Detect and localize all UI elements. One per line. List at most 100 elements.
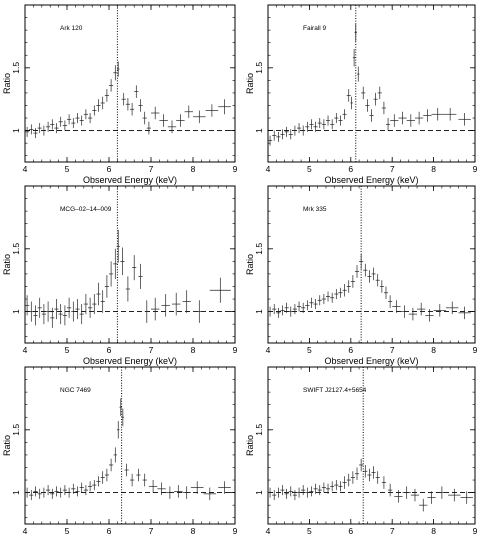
data-point <box>75 486 80 497</box>
data-point <box>292 490 297 501</box>
data-point <box>132 255 137 281</box>
data-point <box>325 483 331 494</box>
data-point <box>134 85 139 98</box>
data-point <box>365 99 370 112</box>
data-point <box>400 305 409 318</box>
data-point <box>321 294 326 305</box>
x-tick-label: 5 <box>307 345 312 355</box>
data-point <box>50 119 55 130</box>
data-point <box>96 476 101 487</box>
x-tick-label: 6 <box>107 526 112 536</box>
data-point <box>346 89 351 102</box>
object-label: NGC 7469 <box>60 387 91 394</box>
data-point <box>37 297 42 318</box>
data-point <box>359 458 364 472</box>
x-tick-label: 4 <box>23 526 28 536</box>
data-point <box>130 473 135 487</box>
x-tick-label: 9 <box>473 526 478 536</box>
data-point <box>425 309 434 322</box>
data-point <box>218 481 231 494</box>
data-point <box>124 463 129 477</box>
data-point <box>375 471 380 484</box>
data-point <box>46 121 51 132</box>
x-tick-label: 7 <box>149 164 154 174</box>
data-point <box>317 485 322 496</box>
panel-4: 4 5 6 7 8 9 1 1.5 Mrk 335 Observed Energy (keV) Ra… <box>245 185 478 366</box>
data-point <box>62 305 67 326</box>
data-point <box>288 486 293 497</box>
data-point <box>136 468 141 482</box>
data-point <box>182 290 191 313</box>
data-point <box>58 116 63 127</box>
data-point <box>313 299 318 310</box>
data-point <box>190 481 204 494</box>
data-point <box>371 466 376 479</box>
data-point <box>354 265 360 278</box>
data-point <box>272 490 277 501</box>
data-point <box>280 305 285 316</box>
y-axis-title: Ratio <box>245 254 255 275</box>
data-point <box>431 107 444 121</box>
x-tick-label: 8 <box>431 164 436 174</box>
data-point <box>313 121 318 132</box>
x-axis-title: Observed Energy (keV) <box>83 356 177 366</box>
x-tick-label: 8 <box>431 345 436 355</box>
data-point <box>83 485 88 496</box>
data-point <box>460 491 473 504</box>
data-point <box>385 118 391 131</box>
panel-1: 4 5 6 7 8 9 1 1.5 Ark 120 Observed Energy (keV) Ra… <box>2 4 238 185</box>
data-point <box>309 119 314 130</box>
data-point <box>29 124 34 135</box>
data-point <box>83 109 88 120</box>
data-point <box>354 23 358 42</box>
data-point <box>104 468 109 482</box>
data-point <box>116 421 120 439</box>
object-label: MCG–02–14–009 <box>60 206 112 213</box>
data-point <box>458 113 471 126</box>
y-tick-label: 1 <box>254 490 264 495</box>
data-point <box>398 111 407 125</box>
data-point <box>388 483 393 497</box>
data-point <box>292 304 297 315</box>
data-point <box>280 129 285 140</box>
y-tick-label: 1.5 <box>254 62 264 74</box>
data-point <box>25 487 30 498</box>
data-point <box>159 114 168 127</box>
data-point <box>377 86 382 100</box>
data-point <box>433 304 447 317</box>
plot-frame <box>267 366 476 525</box>
data-point <box>288 129 293 140</box>
data-point <box>58 304 63 325</box>
y-tick-label: 1 <box>11 128 21 133</box>
x-tick-label: 5 <box>65 526 70 536</box>
data-point <box>381 476 386 489</box>
x-axis-title: Observed Energy (keV) <box>324 356 418 366</box>
x-tick-label: 7 <box>390 345 395 355</box>
data-point <box>104 89 109 102</box>
y-axis-title: Ratio <box>245 435 255 456</box>
data-point <box>305 300 310 311</box>
data-point <box>379 280 384 293</box>
data-point <box>41 125 46 136</box>
x-tick-label: 9 <box>473 345 478 355</box>
data-point <box>142 473 147 487</box>
plot-frame <box>24 366 236 525</box>
data-point <box>268 135 273 146</box>
x-tick-label: 6 <box>107 164 112 174</box>
y-tick-label: 1.5 <box>11 243 21 255</box>
data-point <box>41 304 46 325</box>
data-point <box>50 488 55 499</box>
data-point <box>284 302 289 313</box>
x-axis-title: Observed Energy (keV) <box>324 175 418 185</box>
data-point <box>346 473 351 487</box>
data-point <box>79 482 84 493</box>
data-point <box>284 126 289 137</box>
x-tick-label: 8 <box>431 526 436 536</box>
data-point <box>363 263 368 277</box>
data-point <box>371 267 376 281</box>
data-point <box>375 273 380 287</box>
object-label: SWIFT J2127.4+5654 <box>303 387 367 394</box>
data-point <box>25 126 30 137</box>
x-tick-label: 4 <box>23 345 28 355</box>
panel-3: 4 5 6 7 8 9 1 1.5 MCG–02–14–009 Observed Energy (… <box>2 185 238 366</box>
